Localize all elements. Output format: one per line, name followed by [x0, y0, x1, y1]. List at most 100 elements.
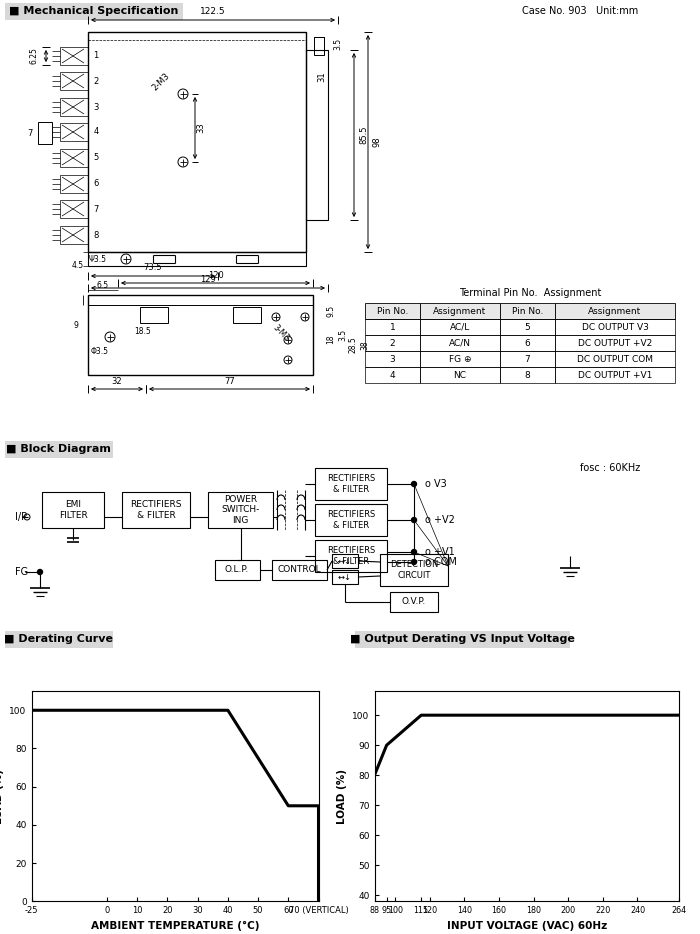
Bar — [555, 335, 675, 351]
Text: FG ⊕: FG ⊕ — [449, 355, 471, 363]
Circle shape — [412, 482, 416, 487]
Text: o COM: o COM — [425, 557, 457, 567]
Text: 7: 7 — [27, 129, 33, 137]
Text: 38: 38 — [360, 340, 370, 350]
Bar — [208, 492, 273, 528]
Bar — [122, 492, 190, 528]
Bar — [332, 570, 358, 584]
Text: Assignment: Assignment — [433, 306, 486, 316]
Bar — [365, 319, 420, 335]
Text: o V3: o V3 — [425, 479, 447, 489]
Text: DC OUTPUT COM: DC OUTPUT COM — [577, 355, 653, 363]
Text: 32: 32 — [112, 376, 122, 386]
Bar — [60, 98, 88, 116]
Text: 2: 2 — [93, 77, 99, 86]
Bar — [60, 149, 88, 167]
Text: 7: 7 — [93, 205, 99, 214]
Bar — [332, 554, 358, 568]
Text: DETECTION
CIRCUIT: DETECTION CIRCUIT — [390, 560, 438, 580]
Bar — [355, 631, 570, 648]
Text: EMI
FILTER: EMI FILTER — [59, 501, 88, 519]
Bar — [555, 303, 675, 319]
Bar — [5, 441, 113, 458]
Text: Pin No.: Pin No. — [377, 306, 408, 316]
Text: 4: 4 — [390, 371, 395, 379]
Text: AC/N: AC/N — [449, 338, 471, 347]
Bar — [365, 335, 420, 351]
Bar — [555, 367, 675, 383]
Bar — [5, 631, 113, 648]
Text: O.L.P.: O.L.P. — [225, 565, 249, 574]
Text: 122.5: 122.5 — [200, 7, 226, 17]
Bar — [315, 504, 387, 536]
Text: I/P: I/P — [15, 512, 27, 522]
Text: 2-M3: 2-M3 — [150, 71, 172, 92]
Bar — [60, 72, 88, 90]
Text: 8: 8 — [93, 231, 99, 239]
Text: 120: 120 — [208, 272, 223, 280]
Bar — [306, 50, 328, 220]
Text: 31: 31 — [318, 72, 326, 82]
Bar — [365, 351, 420, 367]
Bar — [500, 303, 555, 319]
Bar — [500, 319, 555, 335]
Text: fosc : 60KHz: fosc : 60KHz — [580, 463, 640, 473]
Bar — [42, 492, 104, 528]
Bar — [555, 319, 675, 335]
Text: 9: 9 — [74, 320, 78, 330]
Text: 3: 3 — [390, 355, 395, 363]
Text: 6.5: 6.5 — [97, 281, 109, 290]
Text: DC OUTPUT V3: DC OUTPUT V3 — [582, 322, 648, 332]
Text: 8: 8 — [524, 371, 531, 379]
Text: Ψ3.5: Ψ3.5 — [89, 254, 107, 263]
Text: 85.5: 85.5 — [360, 126, 368, 144]
Text: 4.5: 4.5 — [72, 262, 84, 271]
Text: 5: 5 — [93, 153, 99, 163]
Text: Terminal Pin No.  Assignment: Terminal Pin No. Assignment — [458, 288, 601, 298]
Text: 3.5: 3.5 — [339, 329, 347, 341]
Bar — [38, 122, 52, 144]
Circle shape — [412, 517, 416, 522]
Text: RECTIFIERS
& FILTER: RECTIFIERS & FILTER — [327, 474, 375, 494]
Text: Assignment: Assignment — [589, 306, 642, 316]
Text: ■ Block Diagram: ■ Block Diagram — [6, 444, 111, 454]
Text: 5: 5 — [524, 322, 531, 332]
Text: RECTIFIERS
& FILTER: RECTIFIERS & FILTER — [327, 546, 375, 566]
Bar — [500, 351, 555, 367]
Text: O.V.P.: O.V.P. — [402, 598, 426, 606]
Bar — [272, 560, 327, 580]
Bar — [314, 37, 324, 55]
X-axis label: INPUT VOLTAGE (VAC) 60Hz: INPUT VOLTAGE (VAC) 60Hz — [447, 921, 607, 930]
Text: Φ3.5: Φ3.5 — [91, 347, 109, 356]
Bar — [60, 200, 88, 218]
Text: Case No. 903   Unit:mm: Case No. 903 Unit:mm — [522, 6, 638, 16]
Bar — [315, 540, 387, 572]
Text: RECTIFIERS
& FILTER: RECTIFIERS & FILTER — [130, 501, 182, 519]
Text: 18: 18 — [326, 334, 335, 344]
Text: ■ Output Derating VS Input Voltage: ■ Output Derating VS Input Voltage — [349, 634, 575, 644]
Bar — [215, 560, 260, 580]
Text: 9.5: 9.5 — [326, 304, 335, 317]
Text: 6.25: 6.25 — [29, 48, 38, 64]
Text: 3.5: 3.5 — [333, 38, 342, 50]
Text: 3: 3 — [93, 103, 99, 111]
Bar — [60, 47, 88, 65]
X-axis label: AMBIENT TEMPERATURE (°C): AMBIENT TEMPERATURE (°C) — [91, 921, 259, 931]
Text: 6: 6 — [524, 338, 531, 347]
Y-axis label: LOAD (%): LOAD (%) — [0, 769, 4, 824]
Text: o +V2: o +V2 — [425, 515, 455, 525]
Bar — [500, 367, 555, 383]
Text: 129: 129 — [200, 276, 216, 285]
Bar — [140, 307, 168, 323]
Text: CONTROL: CONTROL — [277, 565, 321, 574]
Bar — [60, 123, 88, 141]
Text: 28.5: 28.5 — [349, 336, 358, 353]
Text: DC OUTPUT +V1: DC OUTPUT +V1 — [578, 371, 652, 379]
Bar — [380, 554, 448, 586]
Bar — [233, 307, 261, 323]
Bar — [315, 468, 387, 500]
Bar — [420, 335, 500, 351]
Text: ↔↓: ↔↓ — [338, 557, 352, 565]
Text: ■ Derating Curve: ■ Derating Curve — [4, 634, 113, 644]
Text: 33: 33 — [197, 122, 206, 134]
